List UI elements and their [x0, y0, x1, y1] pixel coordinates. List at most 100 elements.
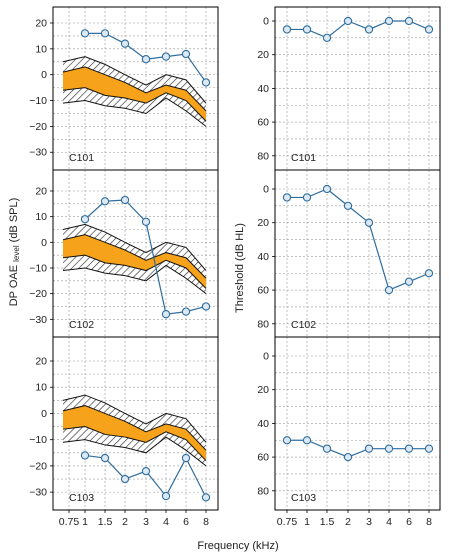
band-edge-outer-lower [62, 436, 207, 467]
y-tick-label: 0 [263, 351, 269, 363]
data-point [302, 436, 312, 445]
data-point [80, 215, 90, 224]
band-edge-outer-upper [62, 223, 207, 271]
band-edge-inner-lower [62, 87, 207, 122]
x-tick-label: 2 [122, 516, 128, 528]
orange-band [63, 234, 206, 289]
y-tick-label: 20 [35, 18, 47, 30]
hatch-upper [63, 224, 206, 279]
data-point [120, 39, 130, 48]
band-edge-inner-upper [62, 66, 207, 112]
band-edge-outer-lower [62, 264, 207, 295]
data-point [282, 193, 292, 202]
panel-label: C102 [291, 319, 316, 331]
data-point [141, 55, 151, 64]
panel-threshold-c102: 0 20 40 60 80 C102 [257, 169, 441, 338]
data-point [322, 444, 332, 453]
panel-threshold-c101: 0 20 40 60 80 C101 [257, 6, 441, 171]
y-tick-label: 0 [263, 184, 269, 196]
y-tick-label: 60 [257, 285, 269, 297]
data-point [201, 78, 211, 87]
data-point [181, 49, 191, 59]
data-point [100, 29, 110, 38]
y-tick-label: 0 [41, 237, 47, 249]
series-threshold [282, 16, 434, 42]
data-point [161, 310, 171, 319]
data-point [302, 193, 312, 202]
left-y-axis-title: DP OAE level (dB SPL) [8, 198, 21, 307]
x-tick-label: 4 [386, 516, 392, 528]
x-tick-label: 3 [143, 516, 149, 528]
panel-dpoae-c102: 20 10 0 −10 −20 −30 C102 [29, 169, 219, 338]
series-dpoae [80, 451, 211, 502]
x-tick-label: 8 [203, 516, 209, 528]
y-tick-label: 60 [257, 452, 269, 464]
y-tick-label: −10 [29, 95, 47, 107]
normative-band [62, 394, 207, 467]
grid [275, 337, 440, 510]
y-tick-label: 80 [257, 318, 269, 330]
y-tick-label: −20 [29, 288, 47, 300]
data-point [343, 201, 353, 210]
hatch-lower [63, 255, 206, 294]
left-y-axis-title-unit: (dB SPL) [8, 198, 20, 246]
data-point [282, 25, 292, 34]
data-point [141, 217, 151, 226]
data-point [384, 444, 394, 453]
normative-band [62, 56, 207, 127]
x-tick-label: 6 [183, 516, 189, 528]
data-point [322, 33, 332, 42]
x-tick-label: 1 [304, 516, 310, 528]
y-tick-label: 10 [35, 211, 47, 223]
y-tick-label: 60 [257, 117, 269, 129]
band-edge-inner-upper [62, 234, 207, 279]
data-point [384, 285, 394, 295]
y-tick-label: 10 [35, 382, 47, 394]
hatch-lower [63, 426, 206, 466]
data-point [120, 474, 130, 484]
x-tick-label: 3 [366, 516, 372, 528]
data-point [80, 451, 90, 460]
band-edge-inner-upper [62, 405, 207, 451]
series-dpoae [80, 29, 211, 87]
grid [275, 170, 440, 337]
band-edge-inner-lower [62, 254, 207, 289]
right-y-axis-title: Threshold (dB HL) [234, 223, 246, 313]
left-y-axis-title-sub: level [12, 245, 21, 262]
panel-dpoae-c103: 20 10 0 −10 −20 −30 C103 0.75 1 1.5 2 3 4 6 8 [29, 336, 219, 528]
band-edge-inner-lower [62, 426, 207, 462]
y-tick-label: 40 [257, 251, 269, 263]
data-point [364, 25, 374, 34]
y-tick-label: 20 [257, 49, 269, 61]
data-point [100, 197, 110, 206]
data-point [404, 277, 414, 286]
x-tick-label: 1 [82, 516, 88, 528]
data-point [424, 444, 434, 453]
x-tick-label: 1.5 [320, 516, 335, 528]
orange-band [63, 66, 206, 122]
series-threshold [282, 436, 434, 462]
panel-label: C101 [291, 152, 316, 164]
data-point [424, 25, 434, 34]
data-point [322, 184, 332, 194]
data-point [364, 444, 374, 453]
data-point [100, 453, 110, 463]
x-tick-label: 0.75 [277, 516, 298, 528]
y-tick-label: −30 [29, 314, 47, 326]
y-tick-label: 0 [41, 408, 47, 420]
x-axis-title: Frequency (kHz) [197, 540, 278, 552]
panel-label: C102 [69, 319, 94, 331]
panel-threshold-c103: 0 20 40 60 80 C103 0.75 1 1.5 2 3 4 6 8 [257, 336, 441, 528]
hatch-upper [63, 395, 206, 451]
band-edge-outer-upper [62, 394, 207, 443]
y-tick-label: 0 [263, 16, 269, 28]
y-tick-label: 10 [35, 43, 47, 55]
y-tick-label: 80 [257, 485, 269, 497]
x-tick-label: 0.75 [59, 516, 80, 528]
y-tick-label: −30 [29, 487, 47, 499]
data-point [161, 52, 171, 61]
hatch-lower [63, 87, 206, 127]
band-edge-outer-upper [62, 56, 207, 104]
y-tick-label: −30 [29, 147, 47, 159]
